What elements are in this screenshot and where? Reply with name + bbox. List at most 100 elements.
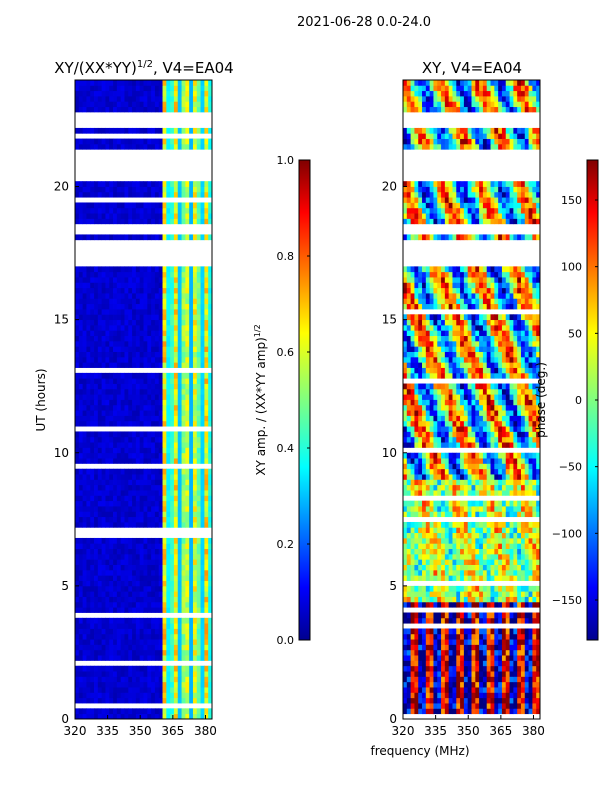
heatmap-cell [158, 308, 163, 315]
heatmap-cell [128, 138, 133, 145]
heatmap-cell [82, 617, 87, 624]
heatmap-cell [425, 506, 431, 512]
heatmap-cell [441, 543, 446, 549]
heatmap-cell [418, 585, 423, 592]
heatmap-cell [429, 458, 434, 464]
heatmap-cell [151, 298, 156, 305]
heatmap-cell [158, 420, 163, 427]
heatmap-cell [509, 660, 514, 667]
heatmap-cell [208, 191, 213, 198]
heatmap-cell [124, 127, 129, 134]
heatmap-cell [433, 703, 438, 709]
heatmap-cell [494, 490, 499, 496]
heatmap-cell [486, 463, 491, 470]
heatmap-cell [441, 639, 446, 645]
heatmap-cell [113, 500, 118, 507]
heatmap-cell [208, 676, 213, 683]
heatmap-cell [147, 143, 152, 150]
heatmap-cell [208, 356, 213, 363]
heatmap-cell [113, 649, 118, 656]
heatmap-cell [486, 596, 491, 603]
heatmap-cell [166, 308, 171, 315]
heatmap-cell [528, 692, 533, 699]
heatmap-cell [444, 703, 450, 709]
heatmap-cell [139, 537, 144, 544]
heatmap-cell [75, 362, 80, 368]
heatmap-cell [97, 85, 103, 92]
heatmap-cell [173, 234, 179, 241]
heatmap-cell [116, 607, 122, 613]
heatmap-cell [128, 399, 133, 406]
heatmap-cell [78, 356, 84, 363]
heatmap-cell [437, 553, 442, 560]
heatmap-cell [158, 633, 163, 640]
heatmap-cell [509, 639, 514, 645]
heatmap-cell [460, 532, 465, 539]
heatmap-cell [482, 633, 488, 640]
heatmap-cell [532, 687, 537, 693]
heatmap-cell [181, 511, 186, 518]
heatmap-cell [132, 356, 137, 363]
heatmap-cell [166, 80, 171, 86]
heatmap-cell [113, 607, 118, 613]
heatmap-cell [177, 607, 182, 613]
heatmap-cell [101, 596, 106, 603]
heatmap-cell [82, 271, 87, 278]
heatmap-cell [158, 293, 163, 299]
heatmap-cell [498, 671, 503, 677]
heatmap-cell [116, 415, 122, 422]
heatmap-cell [204, 351, 209, 358]
heatmap-cell [135, 500, 141, 507]
heatmap-cell [154, 293, 160, 299]
heatmap-cell [90, 644, 95, 651]
heatmap-cell [105, 394, 110, 400]
heatmap-cell [124, 468, 129, 475]
heatmap-cell [204, 420, 209, 427]
heatmap-cell [105, 234, 110, 241]
heatmap-cell [132, 543, 137, 549]
heatmap-cell [471, 671, 476, 677]
heatmap-cell [166, 580, 171, 587]
heatmap-cell [441, 500, 446, 507]
heatmap-cell [200, 420, 205, 427]
heatmap-cell [154, 537, 160, 544]
heatmap-cell [185, 277, 190, 283]
heatmap-cell [113, 442, 118, 448]
heatmap-cell [482, 676, 488, 683]
heatmap-cell [486, 681, 491, 688]
heatmap-cell [448, 665, 453, 672]
heatmap-cell [166, 404, 171, 411]
heatmap-cell [444, 527, 450, 534]
heatmap-cell [132, 95, 137, 102]
heatmap-cell [139, 95, 144, 102]
heatmap-cell [97, 101, 103, 108]
heatmap-cell [463, 649, 469, 656]
heatmap-cell [177, 207, 182, 214]
heatmap-cell [181, 564, 186, 571]
heatmap-cell [78, 628, 84, 635]
heatmap-cell [86, 186, 91, 193]
heatmap-cell [200, 351, 205, 358]
heatmap-cell [154, 569, 160, 576]
heatmap-cell [433, 527, 438, 534]
heatmap-cell [109, 671, 114, 677]
heatmap-cell [486, 671, 491, 677]
heatmap-cell [189, 474, 194, 480]
heatmap-cell [109, 127, 114, 134]
heatmap-cell [143, 378, 148, 384]
heatmap-cell [524, 548, 529, 555]
heatmap-cell [189, 420, 194, 427]
heatmap-cell [181, 388, 186, 395]
heatmap-cell [170, 340, 175, 347]
heatmap-cell [192, 506, 198, 512]
heatmap-cell [498, 628, 503, 635]
heatmap-cell [135, 324, 141, 331]
heatmap-cell [158, 287, 163, 294]
heatmap-cell [177, 633, 182, 640]
heatmap-cell [78, 202, 84, 209]
x-tick-label: 380 [194, 724, 217, 738]
heatmap-cell [185, 506, 190, 512]
heatmap-cell [425, 532, 431, 539]
heatmap-cell [452, 511, 457, 518]
heatmap-cell [414, 655, 419, 661]
